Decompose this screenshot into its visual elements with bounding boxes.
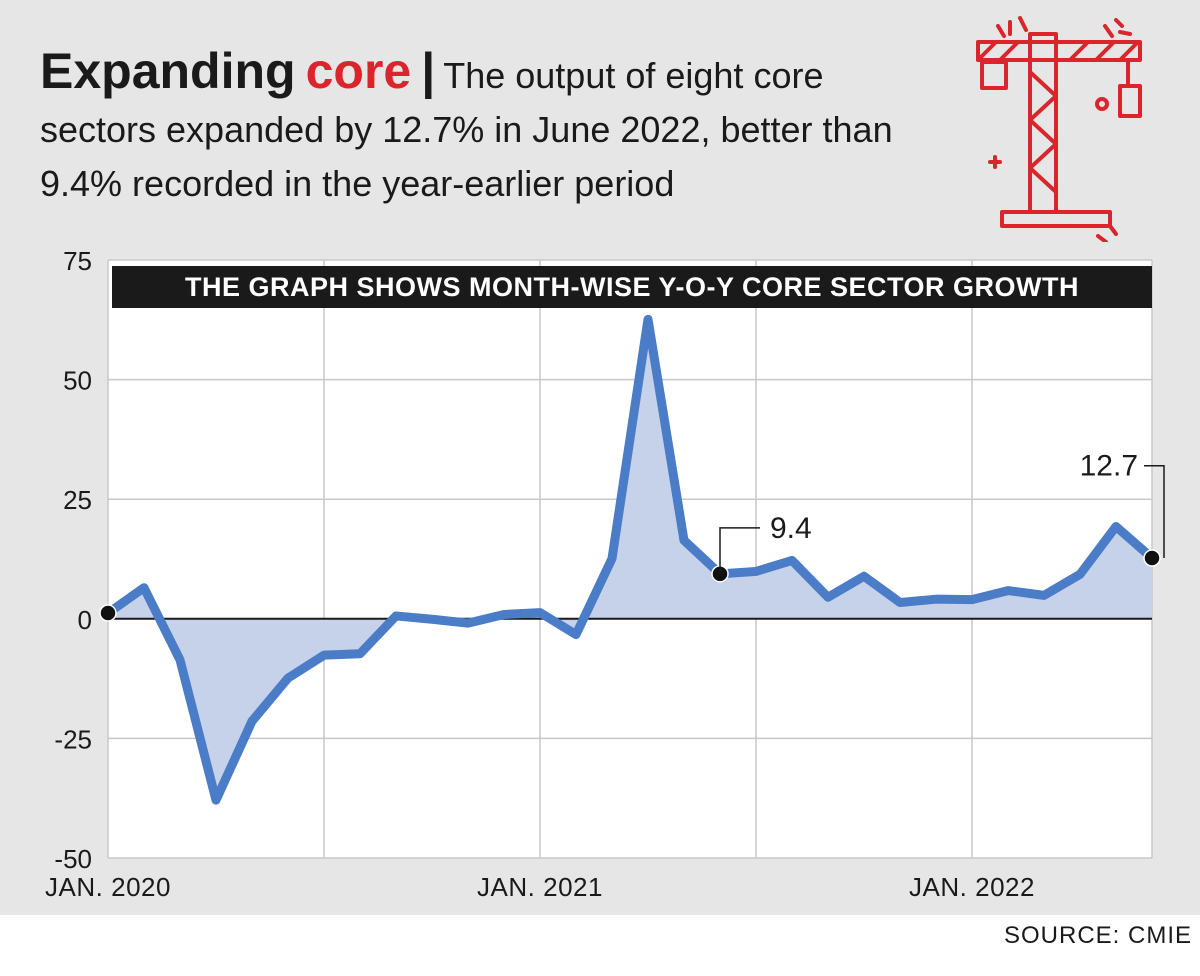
y-tick-label: 0 [78, 605, 92, 635]
chart-title: THE GRAPH SHOWS MONTH-WISE Y-O-Y CORE SE… [112, 266, 1152, 308]
headline: Expanding core | The output of eight core … [40, 44, 940, 211]
title-word-expanding: Expanding [40, 43, 296, 99]
data-point [177, 656, 183, 663]
start-marker [99, 604, 117, 622]
source-label: SOURCE: CMIE [1003, 922, 1192, 949]
data-point [933, 596, 939, 603]
x-tick-label: JAN. 2022 [909, 872, 1035, 902]
y-tick-label: 25 [63, 485, 92, 515]
data-point [609, 555, 615, 562]
data-point [1041, 592, 1047, 599]
data-point [861, 573, 867, 580]
data-point [753, 568, 759, 575]
data-point [897, 599, 903, 606]
data-point [1005, 587, 1011, 594]
y-tick-label: 75 [63, 246, 92, 276]
y-tick-label: -25 [54, 724, 92, 754]
crane-icon [976, 16, 1142, 242]
data-point [969, 596, 975, 603]
annotation-leader [1144, 464, 1165, 559]
title-separator: | [421, 43, 436, 99]
data-point [393, 612, 399, 619]
annotation-label: 12.7 [1080, 450, 1138, 483]
data-point [537, 609, 543, 616]
annotation-label: 9.4 [770, 512, 812, 545]
data-point [789, 557, 795, 564]
data-point [573, 631, 579, 638]
data-point [285, 675, 291, 682]
data-point [141, 584, 147, 591]
data-point [465, 620, 471, 627]
area-fill [108, 319, 1152, 801]
annotation-leader [719, 527, 760, 574]
y-tick-label: -50 [54, 844, 92, 874]
x-tick-label: JAN. 2020 [45, 872, 171, 902]
data-point [645, 316, 651, 323]
subtitle: The output of eight core sectors expande… [40, 55, 893, 204]
data-point [429, 616, 435, 623]
data-point [1077, 571, 1083, 578]
y-tick-label: 50 [63, 366, 92, 396]
x-tick-label: JAN. 2021 [477, 872, 603, 902]
data-point [357, 650, 363, 657]
header-panel: Expanding core | The output of eight core … [0, 0, 1200, 243]
data-point [1113, 523, 1119, 530]
data-point [681, 537, 687, 544]
data-point [249, 718, 255, 725]
data-point [321, 652, 327, 659]
data-point [501, 611, 507, 618]
data-point [213, 797, 219, 804]
data-point [825, 594, 831, 601]
title-word-core: core [305, 43, 412, 99]
annotation-marker [1143, 549, 1161, 567]
series-line [103, 314, 1157, 805]
